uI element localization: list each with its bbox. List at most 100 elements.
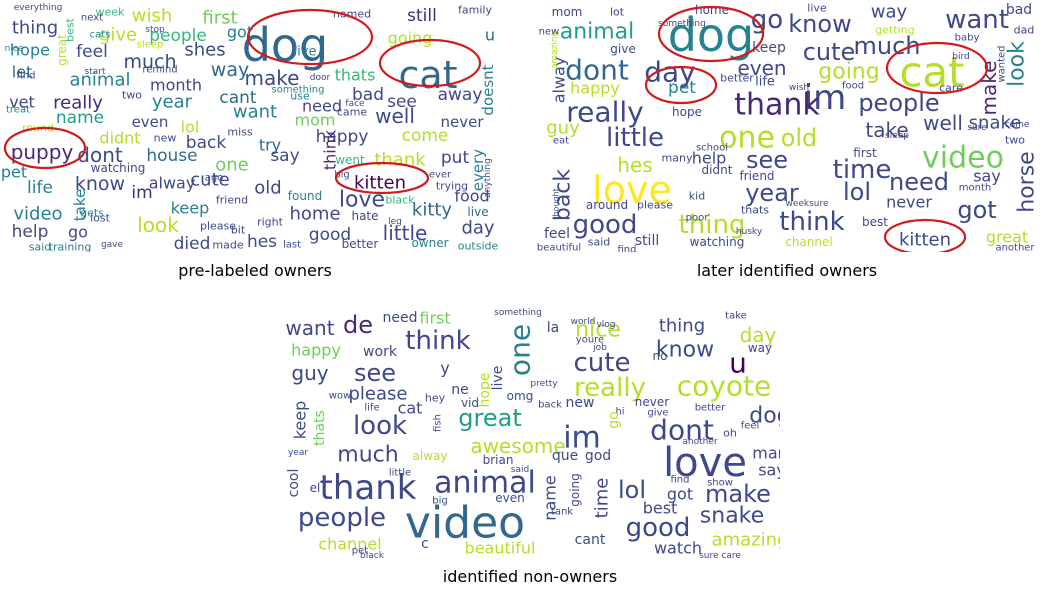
word-people: people [149, 26, 207, 46]
word-time: time [592, 478, 613, 519]
word-door: door [310, 73, 331, 83]
word-awesome: awesome [470, 434, 565, 458]
word-see: see [746, 146, 788, 174]
word-know: know [788, 10, 851, 38]
word-help: help [692, 149, 727, 168]
word-help: help [12, 222, 49, 242]
word-wish: wish [789, 83, 809, 93]
word-well: well [375, 104, 415, 128]
word-best: best [643, 499, 678, 518]
word-say: say [973, 167, 1001, 186]
word-sure-care: sure care [699, 551, 741, 560]
word-alway: alway [149, 174, 196, 193]
word-find: find [618, 245, 637, 253]
word-take: take [865, 118, 908, 142]
word-watch: watch [654, 539, 702, 558]
word-anything: anything [483, 158, 493, 198]
word-bad: bad [1006, 2, 1032, 18]
word-bird: bird [952, 52, 969, 62]
word-alway: alway [413, 449, 448, 463]
word-lot: lot [610, 6, 625, 19]
word-people: people [298, 503, 386, 533]
word-no: no [653, 349, 668, 363]
wordcloud-pre-labeled-owners: dog cat puppy kitten thing hope let vet feel anim… [0, 0, 510, 252]
word-great: great [458, 404, 521, 432]
word-poor: poor [686, 213, 710, 224]
word-around: around [586, 198, 628, 212]
word-lol: lol [843, 178, 871, 206]
highlight-ellipse [246, 8, 374, 66]
word-said: said [29, 241, 52, 253]
word-came: came [337, 106, 368, 119]
word-put: put [441, 148, 470, 168]
word-everything: everything [14, 3, 63, 13]
word-snake: snake [969, 113, 1022, 134]
wordcloud-later-identified-owners: dog cat pet kitten animal mom lot give dont day ev… [537, 0, 1037, 252]
word-lol: lol [618, 476, 646, 504]
word-another: another [995, 243, 1035, 253]
word-people: people [858, 89, 939, 117]
word-watching: watching [91, 161, 146, 175]
word-hope: hope [10, 41, 50, 60]
word-got: got [957, 196, 996, 224]
word-amazing: amazing [550, 31, 560, 69]
word-school: school [696, 143, 728, 154]
word-thank: thank [734, 88, 820, 123]
word-first: first [853, 146, 877, 160]
word-think: think [405, 326, 470, 356]
wordcloud-identified-non-owners: want de need first something nice thing take day… [280, 308, 780, 560]
word-vet: vet [9, 93, 35, 112]
word-see: see [387, 92, 417, 112]
word-tank: tank [551, 507, 573, 518]
word-miss: miss [227, 126, 253, 139]
word-make: make [977, 61, 1001, 116]
word-dont: dont [565, 54, 629, 87]
word-one: one [719, 121, 775, 156]
highlight-ellipse [644, 65, 718, 105]
word-way: way [211, 59, 249, 81]
word-two: two [122, 89, 142, 102]
word-live: live [490, 366, 506, 391]
word-god: god [585, 448, 611, 464]
word-feel: feel [741, 421, 760, 432]
word-y: y [440, 359, 449, 378]
word-even: even [495, 491, 524, 505]
word-best: best [862, 215, 888, 229]
word-u: u [729, 347, 747, 380]
word-life: life [755, 75, 775, 90]
word-hes: hes [247, 232, 277, 252]
word-last: last [283, 240, 301, 251]
word-wish: wish [132, 6, 173, 27]
word-keep: keep [171, 199, 210, 218]
word-leg: leg [388, 217, 402, 227]
word-nice: nice [575, 318, 621, 343]
word-much: much [123, 51, 176, 73]
word-pretty: pretty [530, 379, 558, 389]
word-video: video [922, 141, 1004, 176]
word-something: something [272, 85, 325, 96]
word-good: good [309, 225, 351, 245]
word-new: new [539, 27, 560, 38]
word-use: use [290, 90, 310, 103]
word-named: named [333, 8, 371, 21]
word-month: month [959, 183, 991, 194]
word-channel: channel [318, 535, 381, 554]
word-come: come [1005, 120, 1030, 130]
word-mom: mom [552, 5, 583, 19]
word-think: think [321, 129, 340, 170]
word-great: great [986, 228, 1028, 247]
word-please: please [200, 220, 236, 233]
word-look: look [1005, 41, 1030, 87]
word-next: next [81, 13, 103, 24]
word-hope: hope [477, 373, 493, 408]
word-love: love [592, 168, 672, 212]
word-shes: shes [184, 40, 225, 61]
word-find: find [671, 475, 690, 486]
word-training: training [49, 241, 92, 253]
word-wanted: wanted [997, 45, 1008, 82]
word-wow: wow [329, 391, 351, 402]
word-right: right [257, 216, 284, 229]
word-much: much [337, 443, 398, 468]
word-lost: lost [90, 212, 111, 225]
word-didnt: didnt [702, 163, 733, 177]
